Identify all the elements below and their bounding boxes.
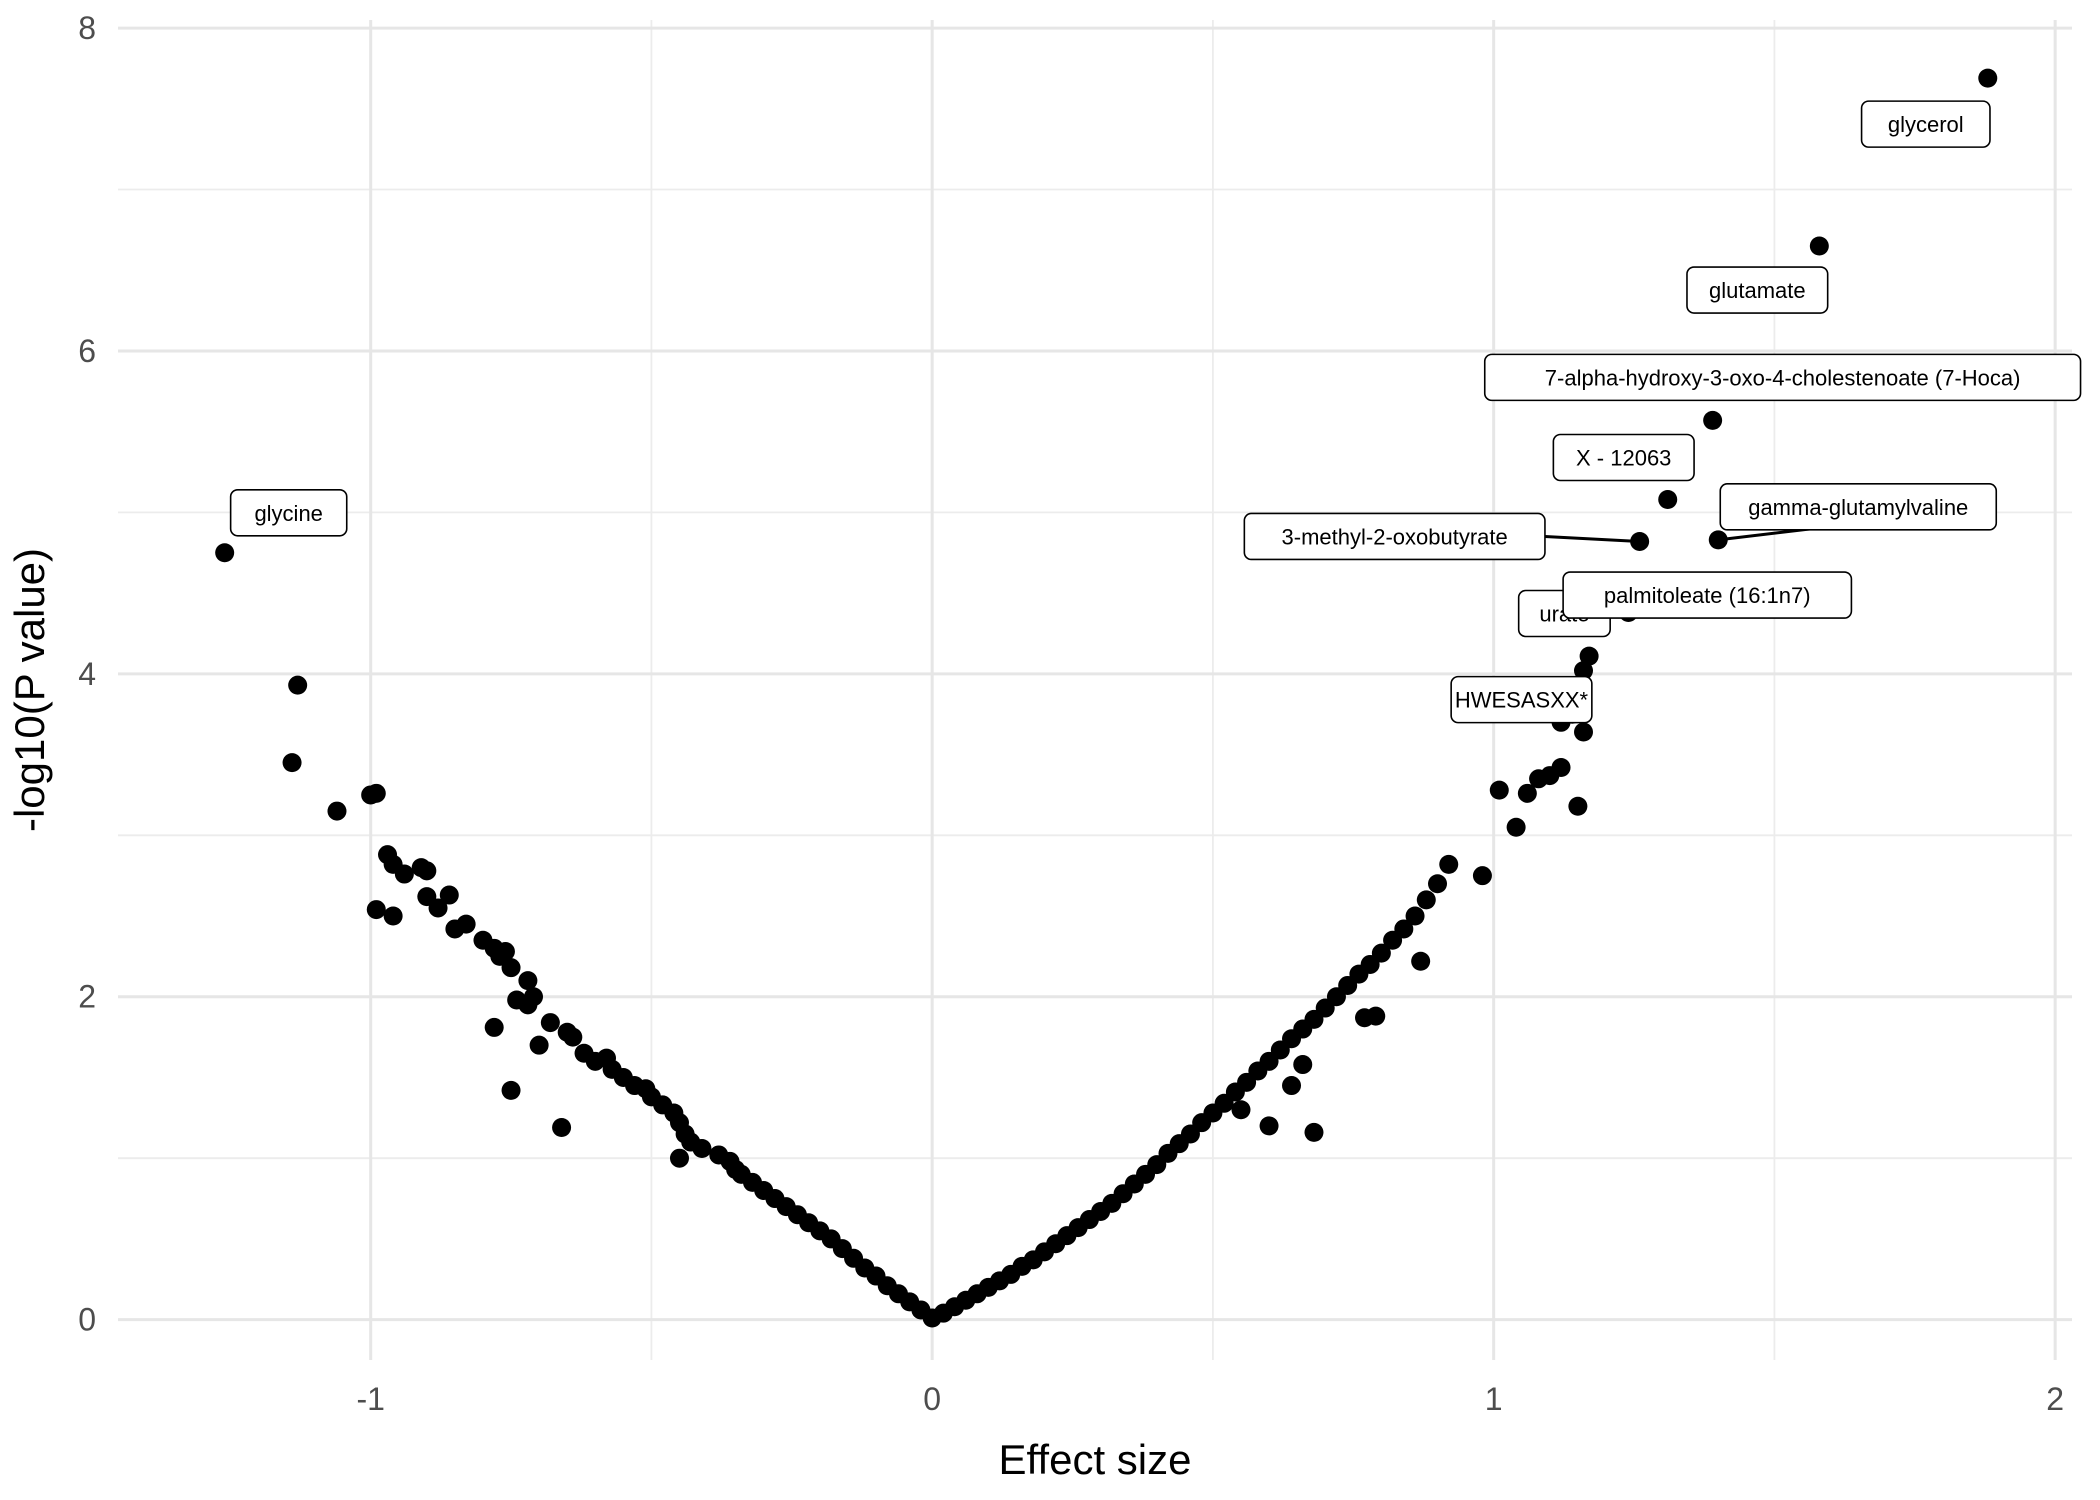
- y-tick-label: 4: [78, 656, 96, 692]
- data-point: [366, 783, 386, 803]
- leader-line: [1544, 534, 1640, 543]
- data-point: [1304, 1122, 1324, 1142]
- annotation-label: 7-alpha-hydroxy-3-oxo-4-cholestenoate (7…: [1483, 353, 2082, 402]
- data-point: [552, 1118, 572, 1138]
- label-text: 3-methyl-2-oxobutyrate: [1282, 524, 1508, 549]
- data-point: [1489, 780, 1509, 800]
- data-point: [529, 1035, 549, 1055]
- data-point: [563, 1027, 583, 1047]
- label-text: HWESASXX*: [1455, 688, 1589, 713]
- grid-lines: [118, 20, 2072, 1360]
- annotation-label: glycerol: [1860, 100, 1991, 148]
- annotation-label: glutamate: [1686, 266, 1829, 314]
- data-point: [417, 861, 437, 881]
- label-text: glycine: [254, 501, 322, 526]
- data-point: [1978, 68, 1998, 88]
- data-point: [669, 1148, 689, 1168]
- data-point: [366, 900, 386, 920]
- data-point: [518, 971, 538, 991]
- x-tick-label: -1: [356, 1381, 384, 1417]
- data-point: [1439, 854, 1459, 874]
- data-point: [501, 1080, 521, 1100]
- label-box: [229, 488, 348, 537]
- data-point: [1506, 817, 1526, 837]
- data-point: [439, 885, 459, 905]
- data-point: [484, 1017, 504, 1037]
- data-point: [456, 914, 476, 934]
- data-point: [383, 906, 403, 926]
- y-tick-label: 6: [78, 333, 96, 369]
- data-point: [1394, 919, 1414, 939]
- data-point: [1703, 410, 1723, 430]
- annotation-label: gamma-glutamylvaline: [1718, 483, 1998, 542]
- data-point: [495, 942, 515, 962]
- data-point: [1405, 906, 1425, 926]
- y-tick-label: 0: [78, 1302, 96, 1338]
- data-point: [692, 1139, 712, 1159]
- annotation-label: HWESASXX*: [1450, 675, 1593, 724]
- data-point: [1809, 236, 1829, 256]
- annotation-label: glycine: [229, 488, 348, 537]
- data-point: [1517, 783, 1537, 803]
- annotation-label: 3-methyl-2-oxobutyrate: [1243, 512, 1640, 561]
- x-tick-label: 1: [1485, 1381, 1503, 1417]
- label-box: [1562, 571, 1853, 619]
- data-point: [215, 543, 235, 563]
- data-point: [1574, 722, 1593, 742]
- data-point: [540, 1013, 560, 1033]
- data-points: [215, 68, 1998, 1328]
- data-point: [1371, 943, 1391, 963]
- data-point: [1259, 1116, 1279, 1136]
- data-point: [1231, 1100, 1251, 1120]
- y-tick-label: 8: [78, 10, 96, 46]
- data-point: [1293, 1055, 1313, 1075]
- label-text: glutamate: [1709, 278, 1806, 303]
- label-text: X - 12063: [1576, 445, 1671, 470]
- data-point: [1355, 1008, 1375, 1028]
- y-tick-label: 2: [78, 979, 96, 1015]
- label-text: glycerol: [1888, 112, 1964, 137]
- label-text: 7-alpha-hydroxy-3-oxo-4-cholestenoate (7…: [1545, 365, 2021, 390]
- point-labels: glycerol glutamate 7-alpha-hydroxy-3-oxo-4…: [229, 100, 2082, 724]
- label-box: [1450, 675, 1593, 724]
- label-box: [1483, 353, 2082, 402]
- data-point: [1551, 757, 1571, 777]
- data-point: [1472, 866, 1492, 886]
- data-point: [327, 801, 347, 821]
- data-point: [518, 995, 538, 1015]
- y-axis-title: -log10(P value): [6, 548, 53, 832]
- label-box: [1686, 266, 1829, 314]
- axis-ticks: -1 0 1 2 0 2 4 6 8: [78, 10, 2064, 1417]
- data-point: [288, 675, 308, 695]
- label-box: [1860, 100, 1991, 148]
- label-text: gamma-glutamylvaline: [1748, 495, 1968, 520]
- annotation-label: palmitoleate (16:1n7): [1562, 571, 1853, 619]
- label-box: [1719, 483, 1998, 531]
- label-box: [1552, 433, 1695, 482]
- data-point: [394, 864, 414, 884]
- x-tick-label: 0: [923, 1381, 941, 1417]
- data-point: [428, 898, 448, 918]
- data-point: [1658, 489, 1678, 509]
- data-point: [1416, 890, 1436, 910]
- data-point: [1411, 951, 1431, 971]
- data-point: [1568, 796, 1588, 816]
- data-point: [1282, 1076, 1302, 1096]
- x-tick-label: 2: [2046, 1381, 2064, 1417]
- data-point: [282, 753, 302, 773]
- label-text: palmitoleate (16:1n7): [1604, 583, 1811, 608]
- label-box: [1243, 512, 1546, 561]
- data-point: [1579, 646, 1599, 666]
- data-point: [1574, 661, 1593, 681]
- annotation-label: X - 12063: [1552, 433, 1695, 482]
- x-axis-title: Effect size: [999, 1436, 1192, 1483]
- data-point: [501, 958, 521, 978]
- data-point: [1428, 874, 1448, 894]
